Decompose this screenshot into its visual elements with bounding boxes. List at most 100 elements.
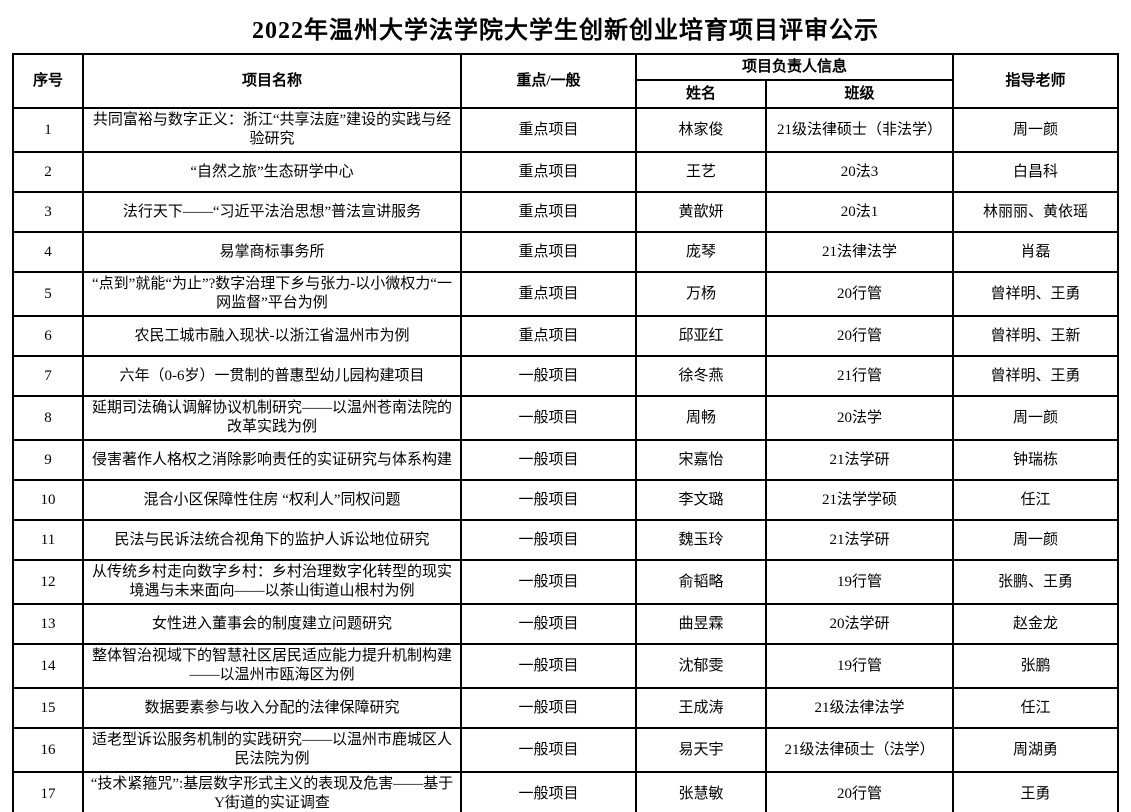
- leader-class: 19行管: [764, 643, 955, 689]
- project-category: 重点项目: [459, 271, 637, 317]
- leader-class: 21法学学硕: [764, 479, 955, 521]
- row-index: 5: [11, 271, 84, 317]
- leader-class: 21法律法学: [764, 231, 955, 273]
- leader-name: 曲昱霖: [634, 603, 767, 645]
- row-index: 2: [11, 151, 84, 193]
- table-row: 11 民法与民诉法统合视角下的监护人诉讼地位研究 一般项目 魏玉玲 21法学研 …: [11, 519, 1119, 561]
- leader-class: 21级法律硕士（法学）: [764, 727, 955, 773]
- advisor-name: 周一颜: [952, 519, 1119, 561]
- row-index: 1: [11, 107, 84, 153]
- advisor-name: 白昌科: [952, 151, 1119, 193]
- table-row: 9 侵害著作人格权之消除影响责任的实证研究与体系构建 一般项目 宋嘉怡 21法学…: [11, 439, 1119, 481]
- projects-table: 序号 项目名称 重点/一般 项目负责人信息 指导老师 姓名 班级 1 共同富裕与…: [11, 53, 1119, 812]
- row-index: 3: [11, 191, 84, 233]
- advisor-name: 曾祥明、王新: [952, 315, 1119, 357]
- advisor-name: 钟瑞栋: [952, 439, 1119, 481]
- row-index: 9: [11, 439, 84, 481]
- leader-name: 易天宇: [634, 727, 767, 773]
- project-category: 重点项目: [459, 191, 637, 233]
- project-category: 重点项目: [459, 315, 637, 357]
- leader-class: 20行管: [764, 271, 955, 317]
- project-category: 一般项目: [459, 395, 637, 441]
- project-name: 共同富裕与数字正义：浙江“共享法庭”建设的实践与经验研究: [81, 107, 462, 153]
- leader-name: 万杨: [634, 271, 767, 317]
- advisor-name: 张鹏、王勇: [952, 559, 1119, 605]
- col-header-leader-info: 项目负责人信息: [634, 53, 955, 81]
- col-header-class: 班级: [764, 79, 955, 109]
- project-category: 一般项目: [459, 519, 637, 561]
- project-name: 从传统乡村走向数字乡村：乡村治理数字化转型的现实境遇与未来面向——以茶山街道山根…: [81, 559, 462, 605]
- leader-class: 19行管: [764, 559, 955, 605]
- project-name: 延期司法确认调解协议机制研究——以温州苍南法院的改革实践为例: [81, 395, 462, 441]
- table-row: 7 六年（0-6岁）一贯制的普惠型幼儿园构建项目 一般项目 徐冬燕 21行管 曾…: [11, 355, 1119, 397]
- row-index: 8: [11, 395, 84, 441]
- col-header-advisor: 指导老师: [952, 53, 1119, 109]
- table-row: 1 共同富裕与数字正义：浙江“共享法庭”建设的实践与经验研究 重点项目 林家俊 …: [11, 107, 1119, 153]
- table-row: 4 易掌商标事务所 重点项目 庞琴 21法律法学 肖磊: [11, 231, 1119, 273]
- table-row: 6 农民工城市融入现状-以浙江省温州市为例 重点项目 邱亚红 20行管 曾祥明、…: [11, 315, 1119, 357]
- leader-name: 黄歆妍: [634, 191, 767, 233]
- project-name: 侵害著作人格权之消除影响责任的实证研究与体系构建: [81, 439, 462, 481]
- advisor-name: 任江: [952, 479, 1119, 521]
- project-category: 重点项目: [459, 151, 637, 193]
- row-index: 4: [11, 231, 84, 273]
- project-category: 重点项目: [459, 231, 637, 273]
- project-category: 一般项目: [459, 687, 637, 729]
- project-name: 数据要素参与收入分配的法律保障研究: [81, 687, 462, 729]
- row-index: 13: [11, 603, 84, 645]
- col-header-index: 序号: [11, 53, 84, 109]
- leader-name: 魏玉玲: [634, 519, 767, 561]
- project-category: 一般项目: [459, 603, 637, 645]
- page-title: 2022年温州大学法学院大学生创新创业培育项目评审公示: [252, 18, 879, 44]
- advisor-name: 曾祥明、王勇: [952, 271, 1119, 317]
- row-index: 17: [11, 771, 84, 812]
- leader-name: 庞琴: [634, 231, 767, 273]
- row-index: 14: [11, 643, 84, 689]
- row-index: 16: [11, 727, 84, 773]
- table-row: 8 延期司法确认调解协议机制研究——以温州苍南法院的改革实践为例 一般项目 周畅…: [11, 395, 1119, 441]
- leader-name: 周畅: [634, 395, 767, 441]
- row-index: 11: [11, 519, 84, 561]
- project-category: 一般项目: [459, 643, 637, 689]
- advisor-name: 赵金龙: [952, 603, 1119, 645]
- project-name: 适老型诉讼服务机制的实践研究——以温州市鹿城区人民法院为例: [81, 727, 462, 773]
- row-index: 7: [11, 355, 84, 397]
- leader-name: 沈郁雯: [634, 643, 767, 689]
- table-row: 16 适老型诉讼服务机制的实践研究——以温州市鹿城区人民法院为例 一般项目 易天…: [11, 727, 1119, 773]
- project-name: “技术紧箍咒”:基层数字形式主义的表现及危害——基于Y街道的实证调查: [81, 771, 462, 812]
- project-category: 一般项目: [459, 479, 637, 521]
- row-index: 6: [11, 315, 84, 357]
- leader-name: 张慧敏: [634, 771, 767, 812]
- table-row: 10 混合小区保障性住房 “权利人”同权问题 一般项目 李文璐 21法学学硕 任…: [11, 479, 1119, 521]
- leader-class: 21级法律硕士（非法学）: [764, 107, 955, 153]
- project-name: 农民工城市融入现状-以浙江省温州市为例: [81, 315, 462, 357]
- leader-class: 20行管: [764, 315, 955, 357]
- advisor-name: 曾祥明、王勇: [952, 355, 1119, 397]
- project-name: 混合小区保障性住房 “权利人”同权问题: [81, 479, 462, 521]
- leader-name: 邱亚红: [634, 315, 767, 357]
- project-name: “自然之旅”生态研学中心: [81, 151, 462, 193]
- table-row: 14 整体智治视域下的智慧社区居民适应能力提升机制构建——以温州市瓯海区为例 一…: [11, 643, 1119, 689]
- leader-class: 20法3: [764, 151, 955, 193]
- project-category: 一般项目: [459, 727, 637, 773]
- table-row: 5 “点到”就能“为止”?数字治理下乡与张力-以小微权力“一网监督”平台为例 重…: [11, 271, 1119, 317]
- leader-class: 21法学研: [764, 519, 955, 561]
- leader-class: 20法1: [764, 191, 955, 233]
- project-name: 六年（0-6岁）一贯制的普惠型幼儿园构建项目: [81, 355, 462, 397]
- leader-name: 徐冬燕: [634, 355, 767, 397]
- advisor-name: 任江: [952, 687, 1119, 729]
- leader-name: 王成涛: [634, 687, 767, 729]
- advisor-name: 张鹏: [952, 643, 1119, 689]
- advisor-name: 周一颜: [952, 107, 1119, 153]
- leader-name: 俞韬略: [634, 559, 767, 605]
- project-category: 一般项目: [459, 559, 637, 605]
- row-index: 12: [11, 559, 84, 605]
- advisor-name: 周一颜: [952, 395, 1119, 441]
- leader-class: 20行管: [764, 771, 955, 812]
- project-name: 法行天下——“习近平法治思想”普法宣讲服务: [81, 191, 462, 233]
- advisor-name: 王勇: [952, 771, 1119, 812]
- project-name: 易掌商标事务所: [81, 231, 462, 273]
- leader-name: 王艺: [634, 151, 767, 193]
- project-category: 重点项目: [459, 107, 637, 153]
